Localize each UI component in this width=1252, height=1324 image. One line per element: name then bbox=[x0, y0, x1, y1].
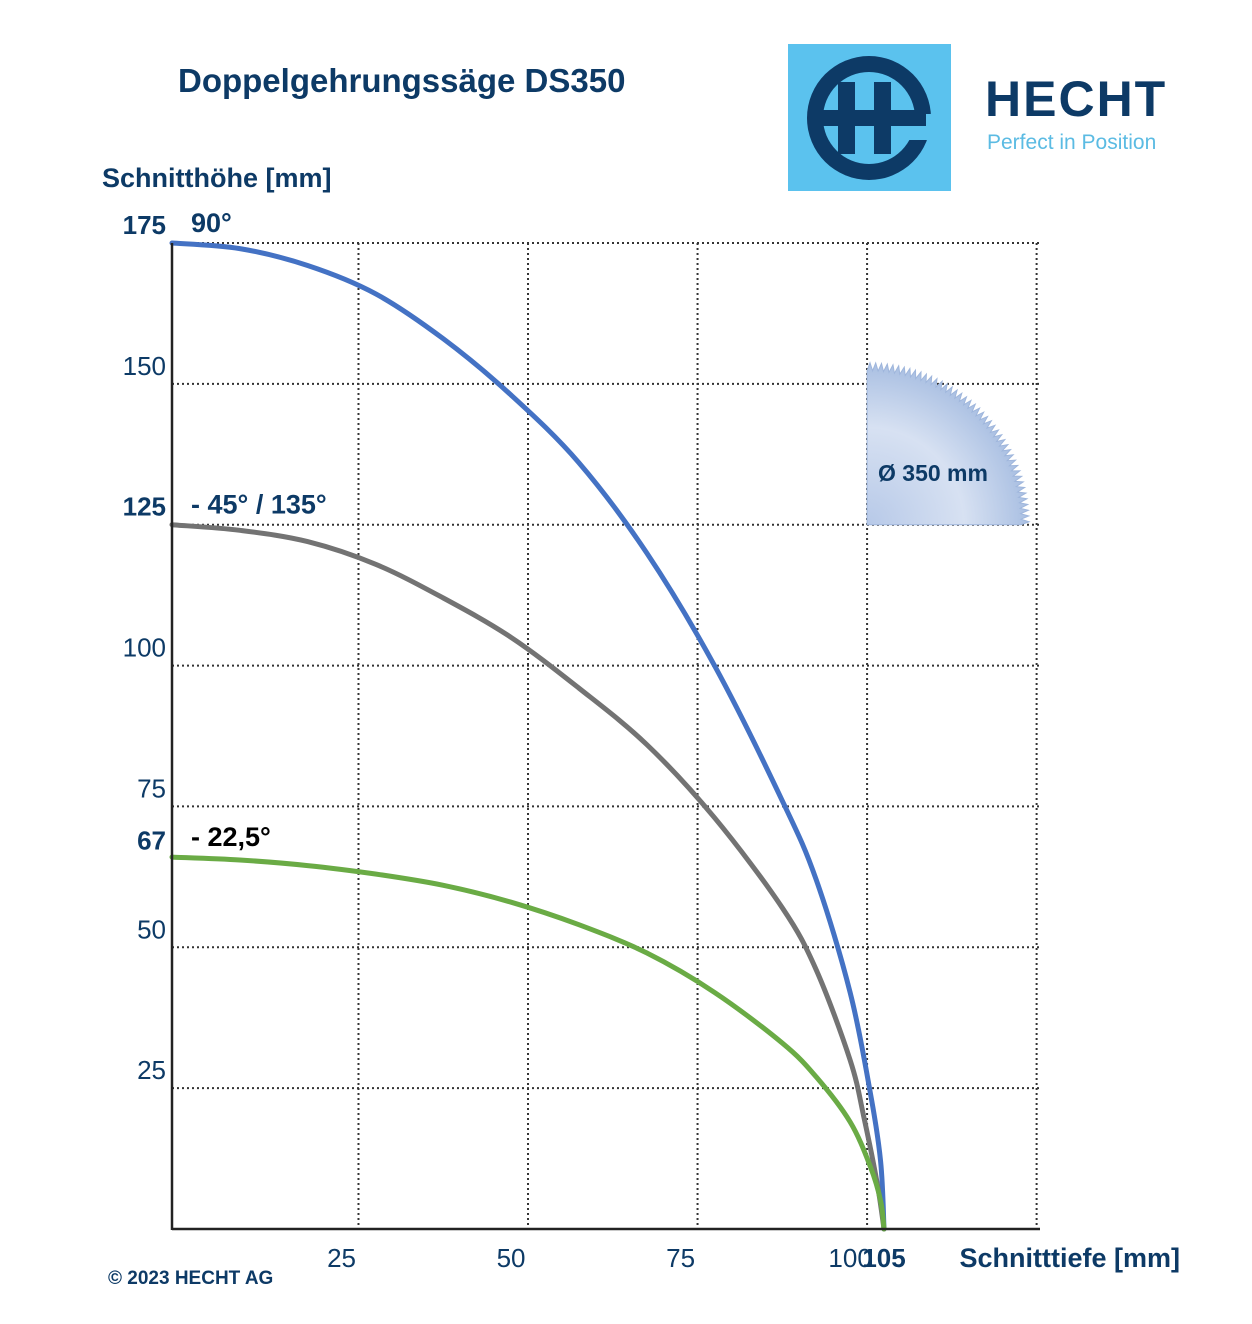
series-label-0: 90° bbox=[191, 208, 232, 238]
series-line-0 bbox=[169, 240, 887, 1232]
x-axis-title: Schnitttiefe [mm] bbox=[959, 1243, 1180, 1273]
y-tick-label: 150 bbox=[123, 351, 166, 381]
copyright: © 2023 HECHT AG bbox=[108, 1268, 274, 1289]
x-tick-label: 100 bbox=[828, 1243, 871, 1273]
chart-title: Doppelgehrungssäge DS350 bbox=[178, 62, 626, 99]
y-tick-label: 67 bbox=[137, 826, 166, 856]
saw-blade-icon bbox=[866, 361, 1031, 526]
series-label-1: - 45° / 135° bbox=[191, 490, 327, 520]
series-label-2: - 22,5° bbox=[191, 822, 271, 852]
logo-box bbox=[788, 44, 958, 191]
y-tick-label: 25 bbox=[137, 1055, 166, 1085]
y-tick-label: 75 bbox=[137, 773, 166, 803]
series-line-1 bbox=[169, 522, 887, 1232]
y-tick-label: 125 bbox=[123, 492, 166, 522]
x-tick-label: 75 bbox=[666, 1243, 695, 1273]
x-tick-label: 105 bbox=[862, 1243, 905, 1273]
blade-label: Ø 350 mm bbox=[878, 460, 988, 486]
y-tick-label: 100 bbox=[123, 633, 166, 663]
series-line-2 bbox=[169, 854, 887, 1232]
y-axis-title: Schnitthöhe [mm] bbox=[102, 163, 332, 193]
hecht-logo-icon bbox=[807, 56, 958, 180]
brand-name: HECHT bbox=[985, 71, 1168, 127]
y-tick-label: 175 bbox=[123, 210, 166, 240]
brand-slogan: Perfect in Position bbox=[987, 131, 1157, 154]
x-tick-label: 50 bbox=[497, 1243, 526, 1273]
x-tick-label: 25 bbox=[327, 1243, 356, 1273]
y-tick-label: 50 bbox=[137, 914, 166, 944]
